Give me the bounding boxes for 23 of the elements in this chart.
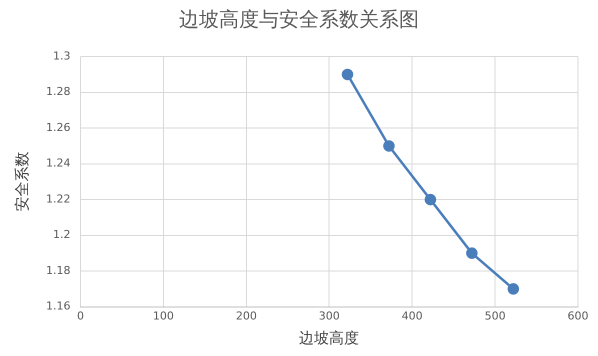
point (466, 247, 478, 259)
chart-title: 边坡高度与安全系数关系图 (178, 6, 420, 33)
point (383, 140, 395, 152)
y-tick-label: 1.2 (52, 228, 70, 242)
x-tick-label: 400 (402, 309, 423, 322)
y-tick-label: 1.3 (52, 49, 70, 62)
x-tick-label: 500 (484, 309, 506, 322)
y-tick-label: 1.16 (46, 300, 70, 313)
x-tick-label: 0 (76, 309, 84, 322)
point (508, 283, 520, 295)
x-tick-label: 200 (236, 309, 257, 322)
x-tick-label: 100 (152, 309, 174, 322)
y-tick-label: 1.18 (46, 264, 70, 277)
x-tick-label: 300 (318, 309, 340, 322)
y-tick-label: 1.22 (46, 192, 70, 206)
y-tick-label: 1.28 (46, 85, 70, 98)
y-tick-label: 1.26 (46, 120, 70, 134)
point (424, 194, 436, 206)
x-tick-label: 600 (568, 309, 588, 322)
y-axis-title: 安全系数 (12, 152, 31, 212)
x-axis-title: 边坡高度 (299, 328, 360, 347)
y-tick-label: 1.24 (46, 156, 70, 170)
point (342, 68, 354, 80)
